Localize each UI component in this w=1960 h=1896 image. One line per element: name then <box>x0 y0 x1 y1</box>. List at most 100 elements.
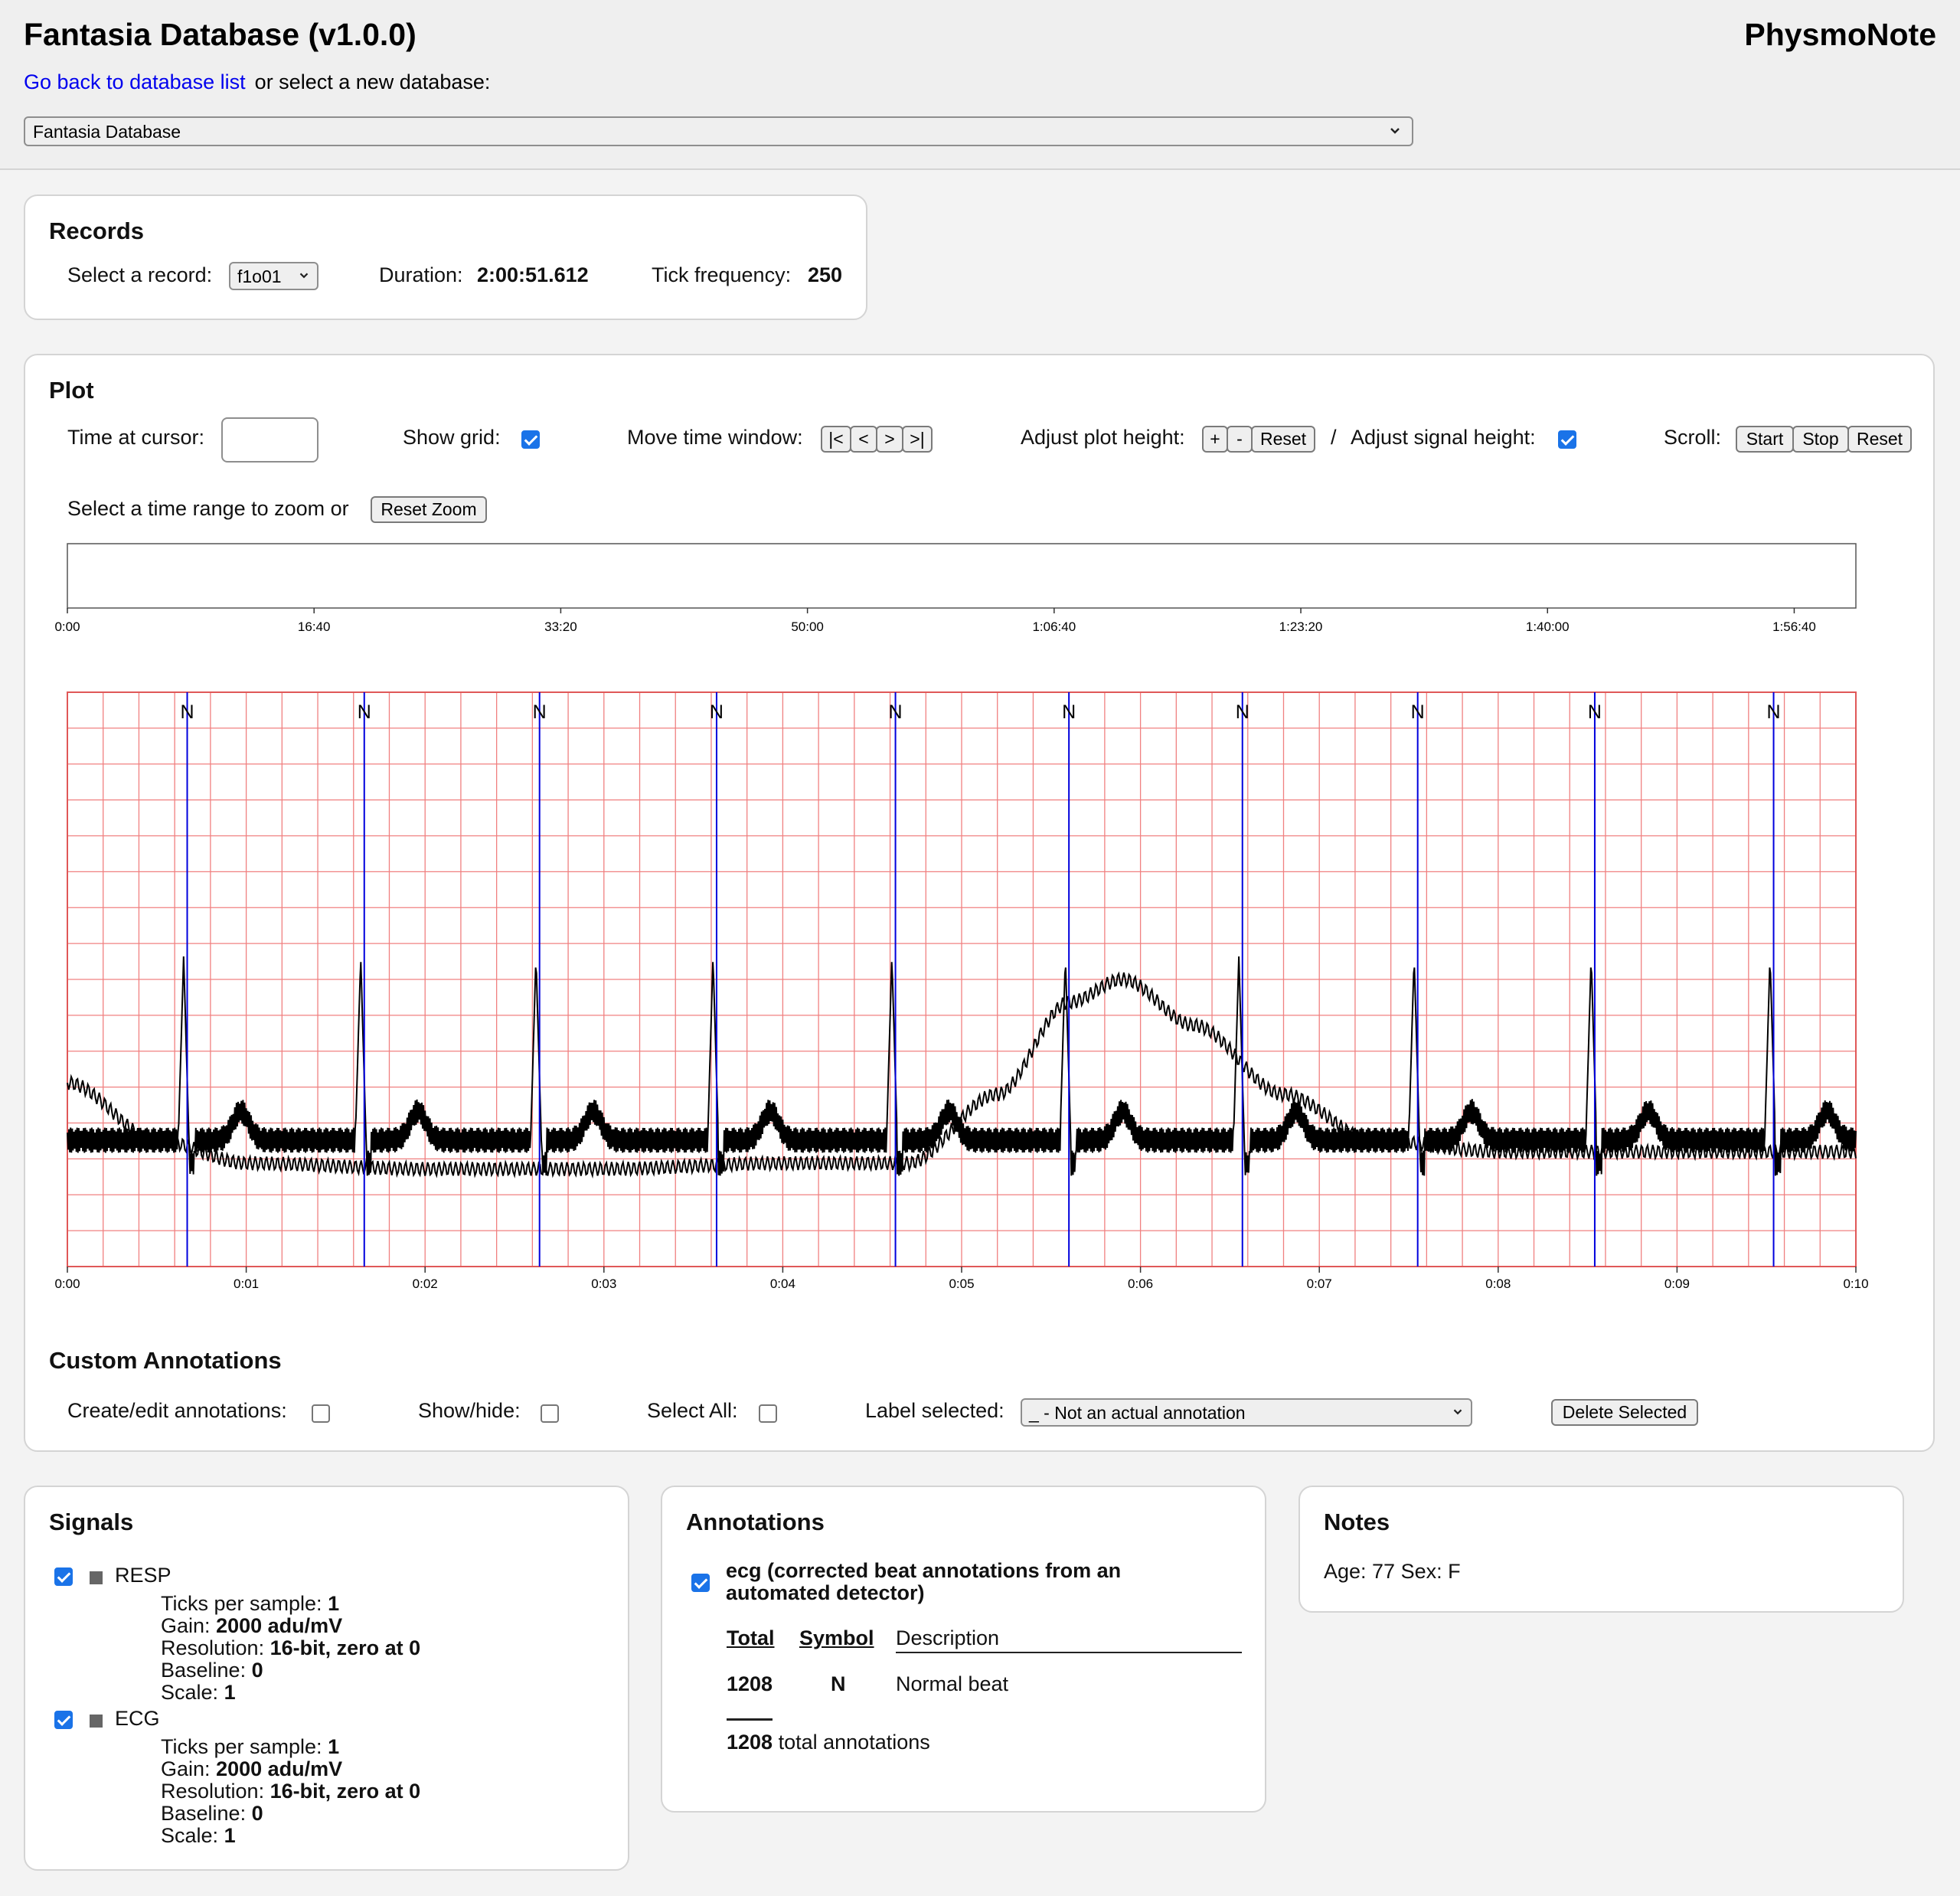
beat-annotation-label: N <box>1767 701 1781 723</box>
signal-resp-checkbox[interactable] <box>54 1567 73 1586</box>
ticks-value: 1 <box>328 1592 340 1615</box>
scroll-stop-button[interactable]: Stop <box>1792 426 1849 453</box>
column-symbol-header: Symbol <box>799 1626 874 1649</box>
ticks-label: Ticks per sample: <box>161 1735 322 1758</box>
plot-height-increase-button[interactable]: + <box>1202 426 1228 453</box>
chevron-down-icon <box>1390 128 1400 134</box>
page-header: Fantasia Database (v1.0.0) PhysmoNote Go… <box>0 0 1960 170</box>
label-selected-value: _ - Not an actual annotation <box>1029 1403 1246 1423</box>
signal-plot[interactable]: N N N N N N N N N N 0:00 0:01 0:02 0:03 0:04 0:05 0:06 0… <box>25 677 1893 1291</box>
time-axis-tick-label: 0:04 <box>770 1277 795 1291</box>
overview-timeline[interactable]: 0:00 16:40 33:20 50:00 1:06:40 1:23:20 1:40:00… <box>25 539 1893 634</box>
row-symbol-value: N <box>831 1672 846 1695</box>
resolution-value: 16-bit, zero at 0 <box>270 1636 421 1659</box>
signal-trace-ecg <box>67 956 1857 1176</box>
scroll-reset-button[interactable]: Reset <box>1847 426 1912 453</box>
signals-card: Signals RESP Ticks per sample: 1 Gain: 2… <box>24 1486 629 1871</box>
gain-value: 2000 adu/mV <box>216 1614 343 1637</box>
move-window-next-button[interactable]: > <box>876 426 903 453</box>
time-at-cursor-input[interactable] <box>221 417 318 463</box>
plot-height-decrease-button[interactable]: - <box>1227 426 1253 453</box>
create-edit-annotations-label: Create/edit annotations: <box>67 1399 287 1422</box>
duration-label: Duration: <box>379 263 463 286</box>
database-select-value: Fantasia Database <box>33 122 181 142</box>
database-select[interactable]: Fantasia Database <box>24 116 1413 146</box>
total-annotations-label: total annotations <box>778 1731 930 1754</box>
beat-annotation-label: N <box>1062 701 1076 723</box>
annotations-title: Annotations <box>686 1509 825 1535</box>
signal-resp-details: Ticks per sample: 1 Gain: 2000 adu/mV Re… <box>161 1593 420 1704</box>
time-at-cursor-label: Time at cursor: <box>67 426 205 449</box>
plot-height-reset-button[interactable]: Reset <box>1251 426 1315 453</box>
description-header-rule <box>896 1652 1242 1653</box>
row-total-value: 1208 <box>727 1672 773 1695</box>
beat-annotation-label: N <box>889 701 903 723</box>
signal-resp-color-swatch <box>90 1571 103 1584</box>
select-all-label: Select All: <box>647 1399 738 1422</box>
record-select-value: f1o01 <box>237 266 282 286</box>
show-hide-label: Show/hide: <box>418 1399 521 1422</box>
column-total-header: Total <box>727 1626 775 1649</box>
beat-annotation-label: N <box>1236 701 1250 723</box>
tick-frequency-value: 250 <box>808 263 843 286</box>
chevron-down-icon <box>1453 1409 1462 1415</box>
annotation-group-line2: automated detector) <box>726 1581 925 1604</box>
adjust-plot-height-label: Adjust plot height: <box>1021 426 1185 449</box>
annotation-group-name: ecg (corrected beat annotations from an … <box>726 1560 1121 1604</box>
select-all-checkbox[interactable] <box>759 1404 777 1423</box>
create-edit-annotations-checkbox[interactable] <box>312 1404 330 1423</box>
total-annotations-count: 1208 <box>727 1731 773 1754</box>
notes-title: Notes <box>1324 1509 1390 1535</box>
total-rule <box>727 1718 773 1721</box>
notes-card: Notes Age: 77 Sex: F <box>1298 1486 1904 1613</box>
overview-tick-label: 1:23:20 <box>1279 619 1323 634</box>
baseline-value: 0 <box>251 1802 263 1825</box>
show-grid-checkbox[interactable] <box>521 430 540 449</box>
annotation-group-line1: ecg (corrected beat annotations from an <box>726 1559 1122 1582</box>
label-selected-select[interactable]: _ - Not an actual annotation <box>1021 1398 1472 1427</box>
time-axis-tick-label: 0:09 <box>1664 1277 1690 1291</box>
overview-tick-label: 33:20 <box>544 619 577 634</box>
adjust-signal-height-checkbox[interactable] <box>1558 430 1576 449</box>
back-to-database-list-link[interactable]: Go back to database list <box>24 70 246 93</box>
gain-label: Gain: <box>161 1614 211 1637</box>
record-select[interactable]: f1o01 <box>229 262 318 290</box>
overview-range-area[interactable] <box>67 543 1857 609</box>
resolution-value: 16-bit, zero at 0 <box>270 1780 421 1803</box>
scale-value: 1 <box>224 1824 236 1847</box>
row-description-value: Normal beat <box>896 1672 1009 1695</box>
reset-zoom-button[interactable]: Reset Zoom <box>371 496 487 523</box>
tick-frequency-label: Tick frequency: <box>652 263 792 286</box>
baseline-label: Baseline: <box>161 1802 247 1825</box>
signals-title: Signals <box>49 1509 134 1535</box>
zoom-instruction-label: Select a time range to zoom or <box>67 497 349 520</box>
header-nav: Go back to database list or select a new … <box>24 70 490 94</box>
time-axis-tick-label: 0:08 <box>1485 1277 1511 1291</box>
move-window-first-button[interactable]: |< <box>821 426 851 453</box>
chevron-down-icon <box>299 273 309 279</box>
page-title: Fantasia Database (v1.0.0) <box>24 17 416 52</box>
signal-ecg-details: Ticks per sample: 1 Gain: 2000 adu/mV Re… <box>161 1736 420 1847</box>
resolution-label: Resolution: <box>161 1636 265 1659</box>
beat-annotation-label: N <box>533 701 547 723</box>
time-axis-tick-label: 0:06 <box>1128 1277 1153 1291</box>
move-window-prev-button[interactable]: < <box>850 426 877 453</box>
delete-selected-button[interactable]: Delete Selected <box>1551 1399 1698 1426</box>
plot-title: Plot <box>49 377 94 404</box>
show-hide-checkbox[interactable] <box>541 1404 559 1423</box>
signal-ecg-checkbox[interactable] <box>54 1711 73 1729</box>
adjust-signal-height-label: Adjust signal height: <box>1351 426 1536 449</box>
brand-logo: PhysmoNote <box>1744 17 1936 52</box>
scale-label: Scale: <box>161 1824 219 1847</box>
annotation-group-checkbox[interactable] <box>691 1574 710 1592</box>
overview-tick-label: 16:40 <box>298 619 331 634</box>
time-axis-tick-label: 0:05 <box>949 1277 974 1291</box>
beat-annotation-label: N <box>710 701 724 723</box>
gain-label: Gain: <box>161 1757 211 1780</box>
overview-tick-label: 1:40:00 <box>1526 619 1570 634</box>
move-window-last-button[interactable]: >| <box>902 426 933 453</box>
beat-annotation-label: N <box>358 701 371 723</box>
column-description-header: Description <box>896 1626 1000 1649</box>
ticks-label: Ticks per sample: <box>161 1592 322 1615</box>
scroll-start-button[interactable]: Start <box>1736 426 1794 453</box>
